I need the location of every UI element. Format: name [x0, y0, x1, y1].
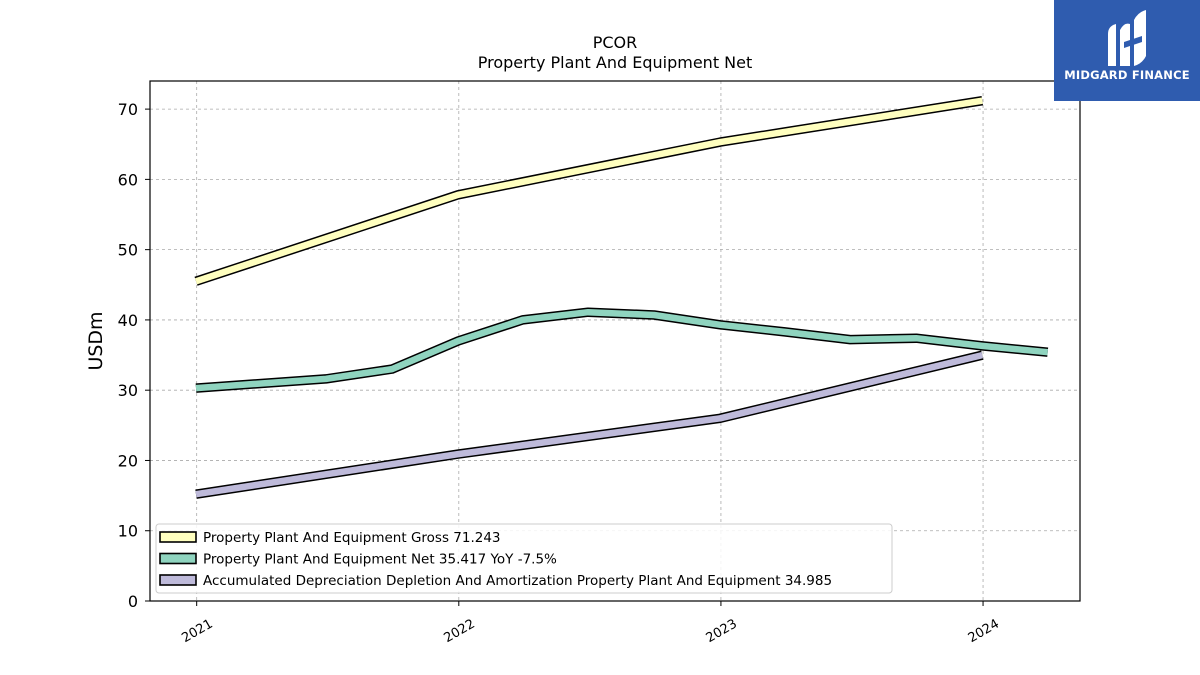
brand-logo: MIDGARD FINANCE [1054, 0, 1200, 101]
logo-text: MIDGARD FINANCE [1064, 68, 1190, 82]
x-tick-label: 2022 [441, 617, 477, 647]
series-line-2 [195, 308, 1049, 392]
legend-swatch-1 [159, 531, 197, 543]
legend: Property Plant And Equipment Gross 71.24… [155, 523, 893, 594]
y-tick-label: 20 [118, 451, 138, 470]
x-tick-label: 2023 [704, 617, 740, 647]
chart-subtitle: Property Plant And Equipment Net [478, 53, 753, 72]
legend-swatch-2 [159, 552, 197, 565]
legend-label-1: Property Plant And Equipment Gross 71.24… [203, 530, 501, 546]
series-line-3 [195, 351, 984, 498]
y-tick-label: 40 [118, 311, 138, 330]
legend-label-3: Accumulated Depreciation Depletion And A… [203, 573, 832, 589]
legend-swatch-3 [159, 574, 197, 586]
logo-mark-icon [1108, 10, 1146, 67]
y-tick-label: 60 [118, 170, 138, 189]
x-tick-label: 2024 [966, 617, 1002, 647]
legend-box [155, 523, 893, 594]
plot-frame [149, 80, 1081, 602]
y-tick-label: 10 [118, 522, 138, 541]
y-tick-label: 0 [128, 592, 138, 611]
legend-label-2: Property Plant And Equipment Net 35.417 … [203, 552, 557, 568]
series-lines [194, 96, 1049, 499]
chart-title: PCOR [593, 33, 638, 52]
x-tick-label: 2021 [179, 617, 215, 647]
y-tick-label: 50 [118, 241, 138, 260]
y-axis-label: USDm [85, 311, 107, 370]
y-tick-label: 70 [118, 100, 138, 119]
series-line-outline-1 [194, 96, 984, 286]
series-line-1 [194, 97, 983, 285]
y-tick-label: 30 [118, 381, 138, 400]
